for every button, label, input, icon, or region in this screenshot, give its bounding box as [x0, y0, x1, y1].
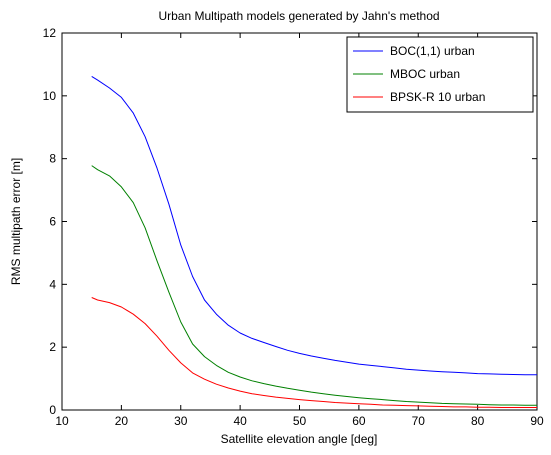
x-tick-label: 60	[352, 414, 366, 428]
x-tick-label: 40	[233, 414, 247, 428]
series-lines	[91, 75, 537, 408]
legend: BOC(1,1) urban MBOC urban BPSK-R 10 urban	[346, 36, 534, 113]
x-tick-label: 20	[115, 414, 129, 428]
y-axis-label: RMS multipath error [m]	[9, 158, 23, 285]
x-tick-label: 50	[293, 414, 307, 428]
legend-label-1: MBOC urban	[390, 67, 460, 81]
y-tick-label: 10	[43, 89, 57, 103]
y-tick-label: 6	[49, 215, 56, 229]
axis-ticks: 10 20 30 40 50 60 70 80 90 0 2 4 6 8 10 12	[43, 26, 544, 428]
x-tick-label: 70	[412, 414, 426, 428]
series-line-0	[91, 75, 537, 376]
x-tick-label: 30	[174, 414, 188, 428]
chart-title: Urban Multipath models generated by Jahn…	[158, 9, 439, 23]
x-tick-label: 90	[530, 414, 544, 428]
series-line-2	[91, 297, 537, 408]
y-tick-label: 8	[49, 152, 56, 166]
x-axis-label: Satellite elevation angle [deg]	[221, 432, 378, 446]
x-tick-label: 80	[471, 414, 485, 428]
legend-label-0: BOC(1,1) urban	[390, 44, 475, 58]
y-tick-label: 0	[49, 403, 56, 417]
y-tick-label: 12	[43, 26, 57, 40]
legend-label-2: BPSK-R 10 urban	[390, 90, 485, 104]
y-tick-label: 4	[49, 277, 56, 291]
series-line-1	[91, 165, 537, 406]
y-tick-label: 2	[49, 340, 56, 354]
x-tick-label: 10	[55, 414, 69, 428]
